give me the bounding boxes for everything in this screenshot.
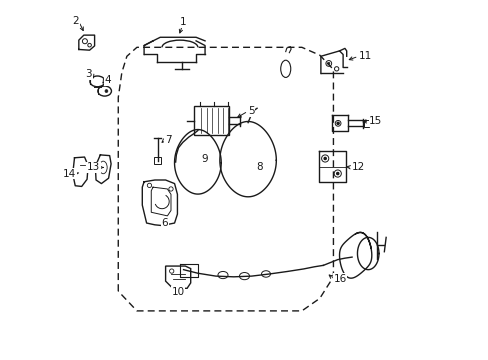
Circle shape <box>105 90 108 93</box>
Text: 10: 10 <box>171 287 184 297</box>
Text: 13: 13 <box>87 162 100 172</box>
Text: 9: 9 <box>202 154 208 164</box>
Text: 11: 11 <box>358 51 371 61</box>
Text: 5: 5 <box>247 106 254 116</box>
Text: 6: 6 <box>161 218 168 228</box>
Text: 8: 8 <box>256 162 263 172</box>
Circle shape <box>324 157 325 159</box>
Text: 1: 1 <box>180 17 186 27</box>
Text: 14: 14 <box>62 168 76 179</box>
Text: 4: 4 <box>104 75 111 85</box>
Circle shape <box>336 122 339 125</box>
Text: 15: 15 <box>368 116 382 126</box>
Circle shape <box>327 62 329 64</box>
Text: 12: 12 <box>351 162 365 172</box>
Circle shape <box>336 172 338 175</box>
Text: 7: 7 <box>164 135 171 145</box>
Text: 16: 16 <box>333 274 346 284</box>
Text: 2: 2 <box>72 17 79 27</box>
Text: 3: 3 <box>85 69 92 79</box>
